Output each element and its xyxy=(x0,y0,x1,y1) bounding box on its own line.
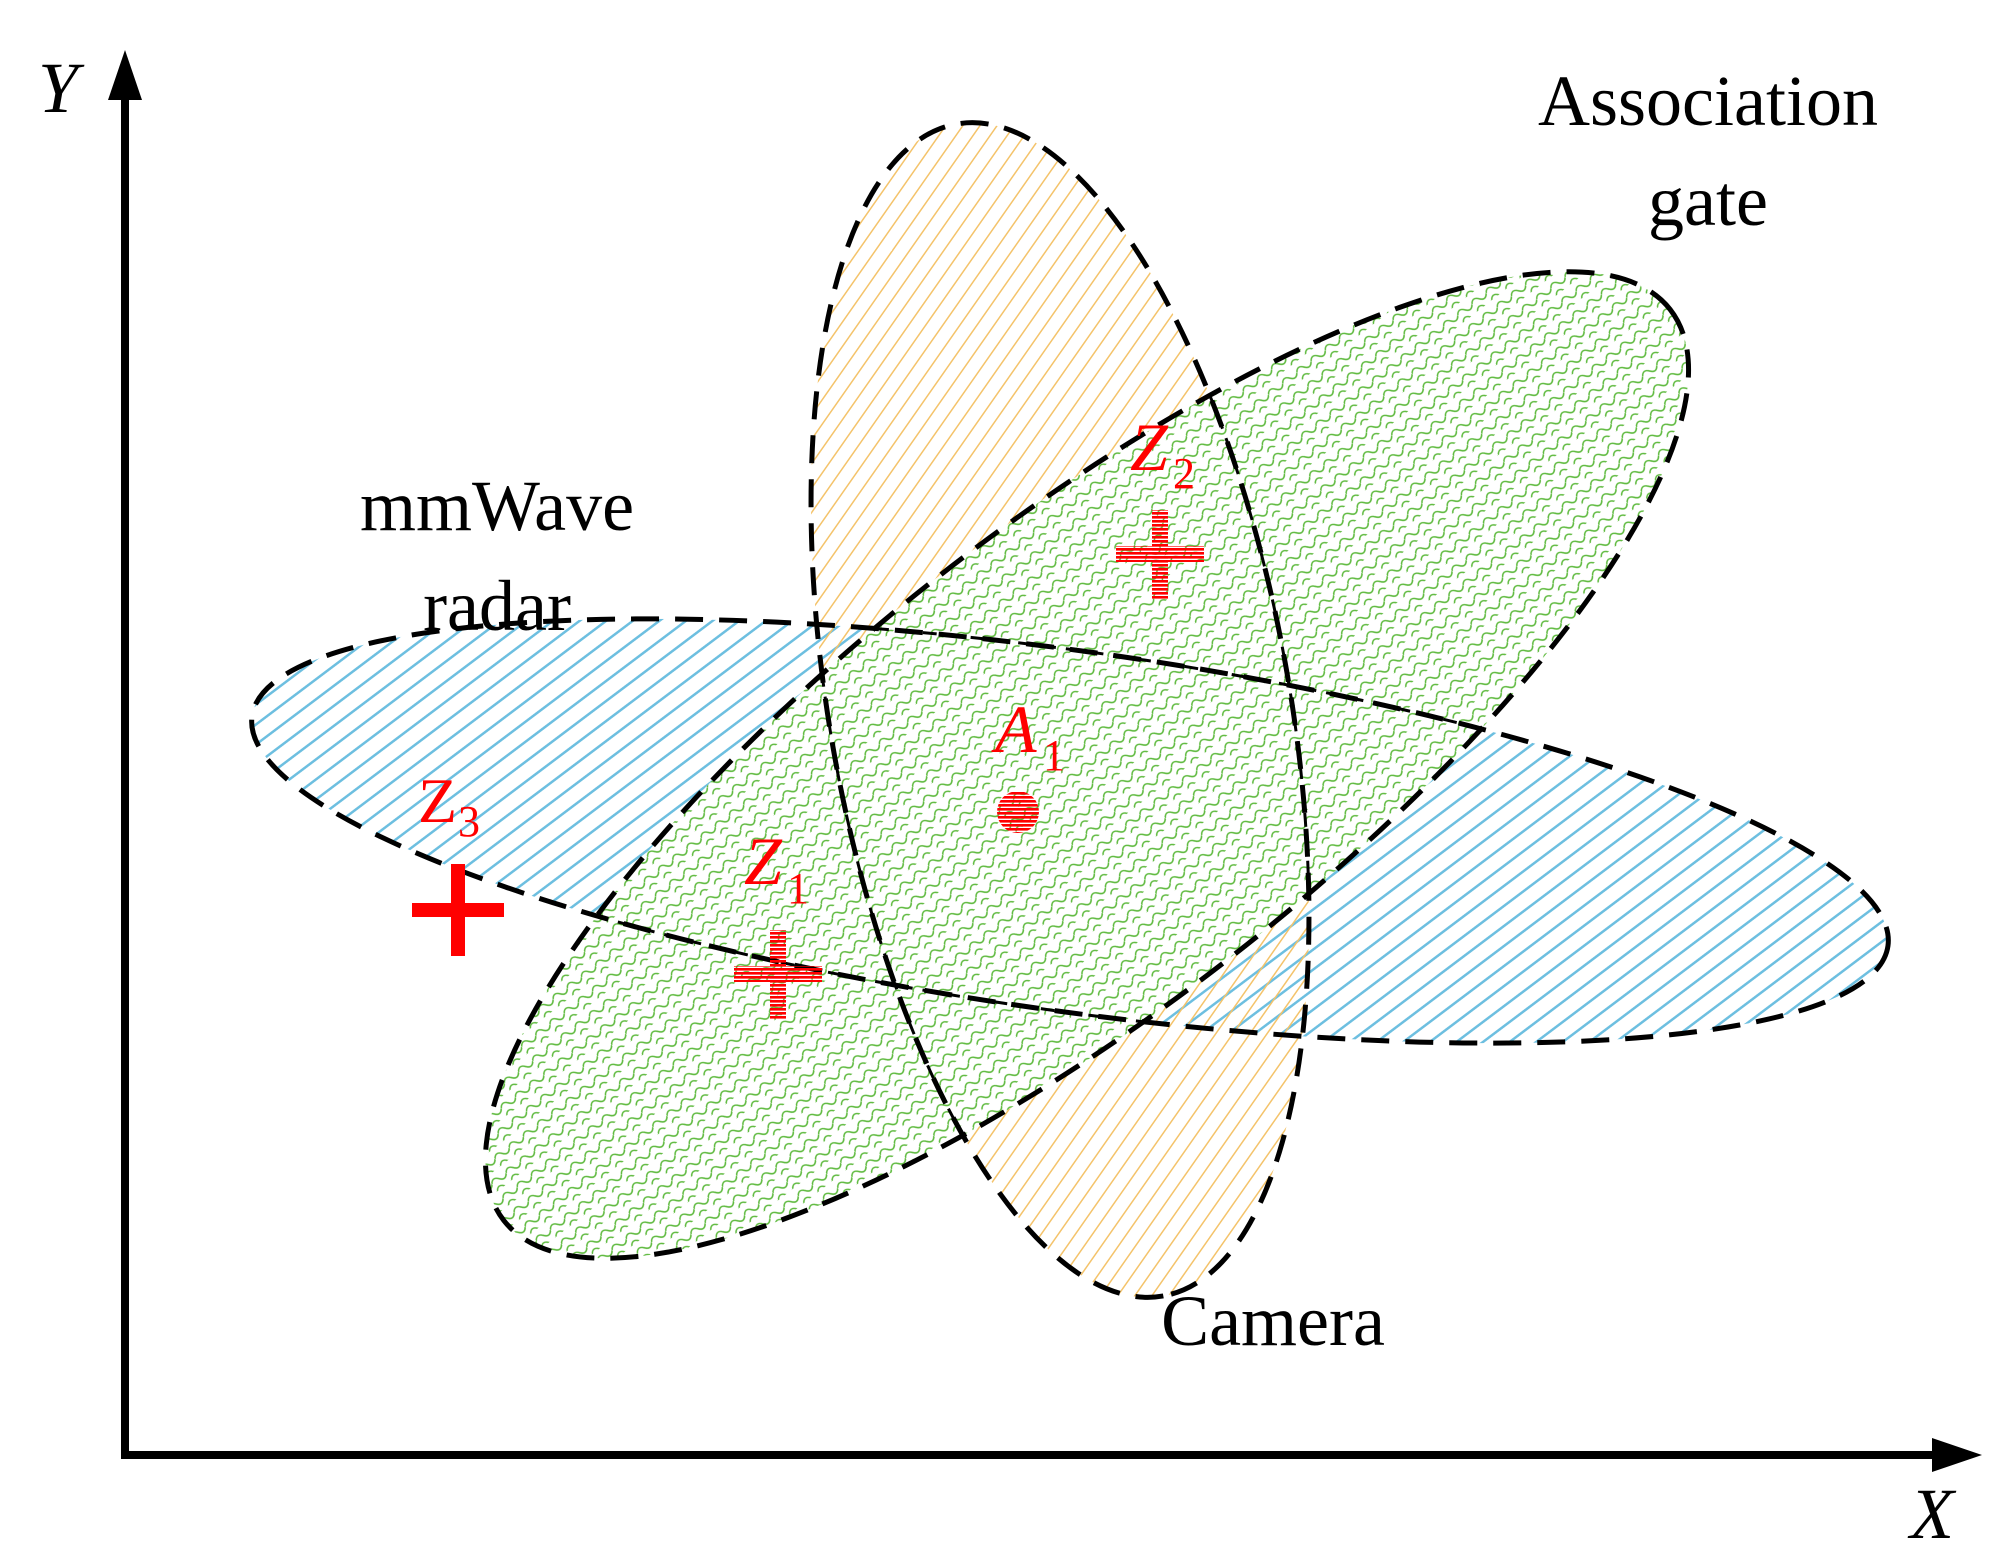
radar-label-line1: mmWave xyxy=(360,466,634,546)
z3-point: Z 3 xyxy=(412,765,504,956)
y-axis-label: Y xyxy=(38,48,85,128)
radar-label-line2: radar xyxy=(423,566,571,646)
z2-point: Z 2 xyxy=(1116,409,1204,600)
camera-label: Camera xyxy=(1161,1281,1385,1361)
z1-label-base: Z xyxy=(744,823,783,899)
association-gate-outline xyxy=(482,269,1692,1261)
z1-label-sub: 1 xyxy=(787,864,809,913)
z2-label-sub: 2 xyxy=(1173,449,1195,498)
z1-point: Z 1 xyxy=(734,823,822,1020)
camera-outline xyxy=(808,120,1312,1300)
a1-label-base: A xyxy=(991,691,1037,767)
z3-label-base: Z xyxy=(418,765,457,836)
z3-label-sub: 3 xyxy=(458,797,480,846)
y-axis-arrow xyxy=(108,50,142,100)
z1-marker-h xyxy=(734,966,822,982)
association-gate-hatch xyxy=(485,271,1689,1259)
z2-marker-h xyxy=(1116,546,1204,562)
x-axis-label: X xyxy=(1907,1474,1957,1554)
z3-marker-h xyxy=(412,903,504,917)
association-gate-label-line2: gate xyxy=(1648,161,1768,241)
radar-outline xyxy=(249,616,1891,1046)
a1-label-sub: 1 xyxy=(1043,731,1065,780)
a1-point: A 1 xyxy=(991,691,1065,833)
association-gate-label-line1: Association xyxy=(1538,61,1878,141)
z2-label-base: Z xyxy=(1130,409,1169,485)
a1-marker xyxy=(997,791,1039,833)
x-axis-arrow xyxy=(1932,1438,1982,1472)
